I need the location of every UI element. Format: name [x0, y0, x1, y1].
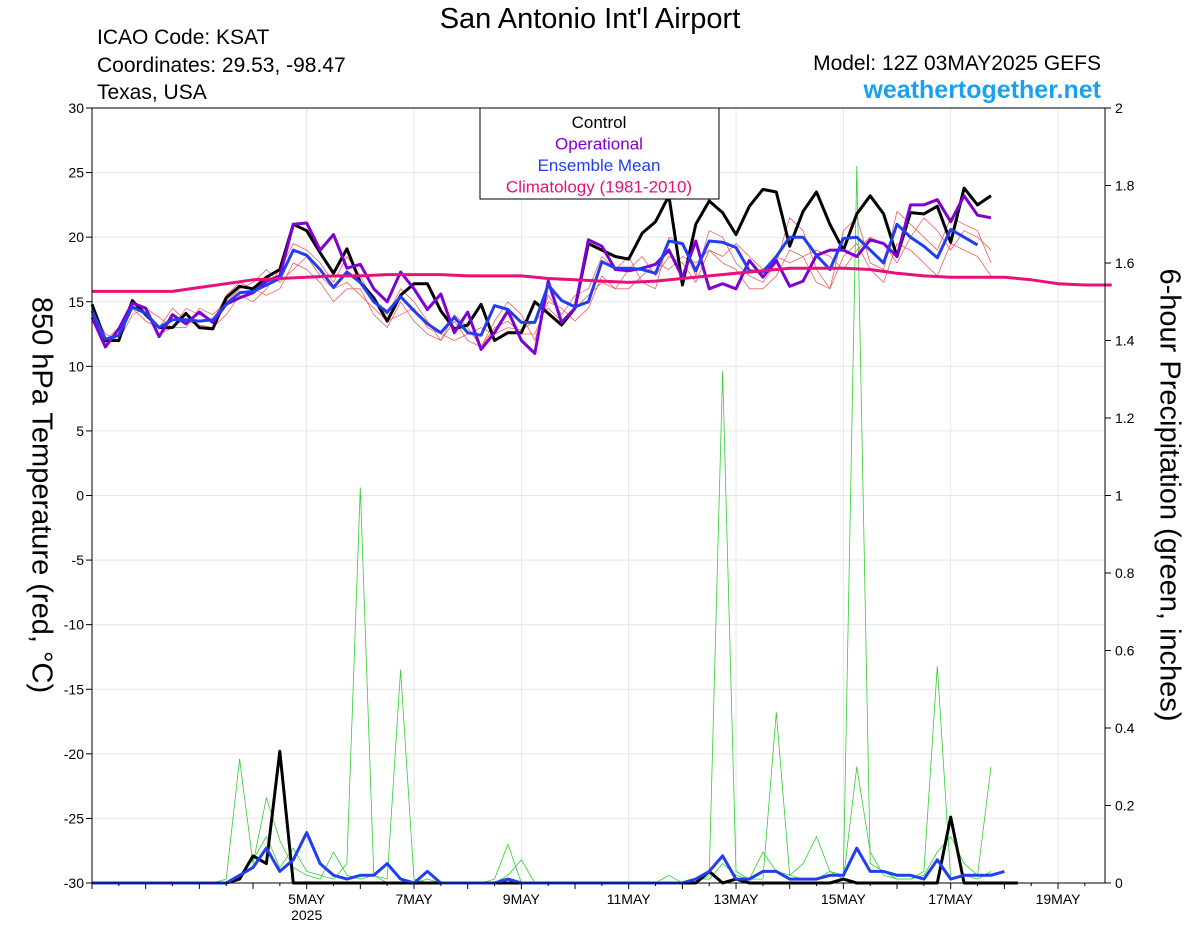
icao-code: ICAO Code: KSAT	[97, 26, 270, 49]
left-tick-label: -5	[72, 552, 85, 568]
region: Texas, USA	[97, 81, 207, 104]
legend-box	[479, 107, 720, 200]
ensemble-temperature-line	[90, 222, 979, 341]
x-tick-label: 17MAY	[928, 891, 974, 907]
x-tick-label: 7MAY	[395, 891, 433, 907]
series-lines	[90, 186, 1112, 885]
right-tick-label: 0.4	[1115, 720, 1135, 736]
left-tick-label: 20	[68, 229, 84, 245]
grid	[92, 107, 1105, 884]
legend-entry: Climatology (1981-2010)	[506, 178, 692, 197]
x-tick-label: 19MAY	[1036, 891, 1082, 907]
right-tick-label: 1.2	[1115, 410, 1135, 426]
right-tick-label: 1	[1115, 488, 1123, 504]
right-tick-label: 1.4	[1115, 333, 1135, 349]
left-tick-label: 25	[68, 165, 84, 181]
right-tick-label: 0	[1115, 875, 1123, 891]
right-axis-ticks: 2 1.8 1.6 1.4 1.2 1 0.8 0.6 0.4 0.2 0	[1105, 100, 1135, 891]
site-link[interactable]: weathertogether.net	[863, 76, 1101, 104]
control-precipitation-line	[92, 749, 1018, 885]
left-axis-ticks: 30 25 20 15 10 5 0 -5 -10 -15 -20 -25 -30	[64, 100, 92, 891]
left-tick-label: -30	[64, 875, 84, 891]
legend-entry: Ensemble Mean	[538, 156, 661, 175]
legend-entry: Operational	[555, 135, 643, 154]
precipitation-members	[92, 165, 992, 884]
chart-title: San Antonio Int'l Airport	[439, 3, 741, 35]
x-tick-sublabel: 2025	[291, 907, 322, 923]
left-tick-label: -10	[64, 617, 84, 633]
left-tick-label: 5	[76, 423, 84, 439]
x-tick-label: 15MAY	[821, 891, 867, 907]
left-tick-label: -15	[64, 681, 84, 697]
right-tick-label: 1.6	[1115, 255, 1135, 271]
right-axis-label: 6-hour Precipitation (green, inches)	[1153, 269, 1185, 722]
legend: Control Operational Ensemble Mean Climatolo…	[479, 107, 720, 200]
left-tick-label: 30	[68, 100, 84, 116]
operational-temperature-line	[90, 194, 992, 355]
right-tick-label: 2	[1115, 100, 1123, 116]
left-tick-label: 10	[68, 358, 84, 374]
x-tick-label: 13MAY	[714, 891, 760, 907]
right-tick-label: 1.8	[1115, 178, 1135, 194]
precipitation-member-line	[92, 758, 992, 884]
x-tick-label: 9MAY	[503, 891, 541, 907]
coordinates: Coordinates: 29.53, -98.47	[97, 54, 346, 77]
right-tick-label: 0.6	[1115, 643, 1135, 659]
left-axis-label: 850 hPa Temperature (red, °C)	[25, 297, 57, 693]
left-tick-label: -20	[64, 746, 84, 762]
temperature-member-line	[91, 243, 992, 348]
x-tick-label: 5MAY	[288, 891, 326, 907]
climatology-temperature-line	[92, 266, 1112, 293]
legend-entry: Control	[572, 113, 627, 132]
right-tick-label: 0.8	[1115, 565, 1135, 581]
x-tick-label: 11MAY	[607, 891, 651, 907]
right-tick-label: 0.2	[1115, 798, 1135, 814]
left-tick-label: -25	[64, 810, 84, 826]
left-tick-label: 0	[76, 488, 84, 504]
left-tick-label: 15	[68, 294, 84, 310]
model-run: Model: 12Z 03MAY2025 GEFS	[813, 52, 1101, 75]
